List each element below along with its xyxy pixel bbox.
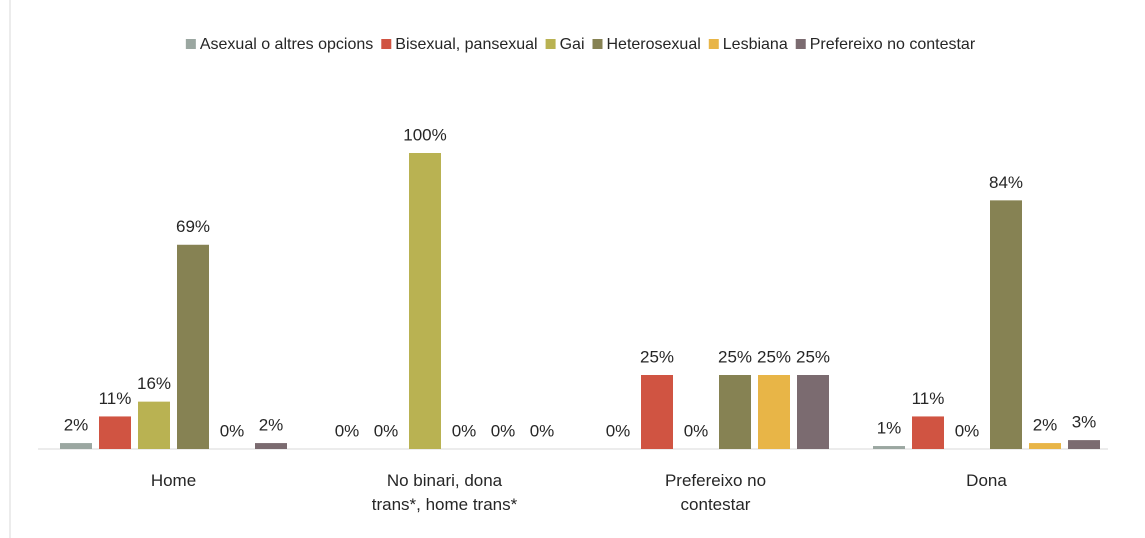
x-tick-label: Dona [966,471,1007,490]
data-label: 25% [796,347,830,366]
data-label: 25% [718,347,752,366]
data-label: 11% [912,389,945,408]
x-tick-label: Prefereixo no contestar [665,471,766,514]
bar [873,446,905,449]
x-tick-label: Home [151,471,196,490]
bar [138,401,170,449]
x-tick-label: No binari, dona trans*, home trans* [372,471,518,514]
data-label: 0% [374,421,399,440]
legend-swatch [545,39,556,49]
data-label: 3% [1072,413,1097,432]
bar [990,200,1022,449]
data-label: 100% [403,125,446,144]
data-label: 0% [491,421,516,440]
data-label: 11% [99,389,132,408]
legend-label: Prefereixo no contestar [810,36,976,53]
data-label: 0% [335,421,360,440]
bar [912,416,944,449]
bar [1068,440,1100,449]
data-label: 25% [757,347,791,366]
bar [719,375,751,449]
data-label: 0% [530,421,555,440]
legend-swatch [708,39,719,49]
data-label: 1% [877,419,902,438]
legend-label: Heterosexual [607,36,701,53]
data-label: 0% [606,421,631,440]
bar [409,153,441,449]
bar [177,244,209,449]
legend-label: Lesbiana [723,36,788,53]
data-label: 25% [640,347,674,366]
data-label: 2% [259,416,284,435]
data-label: 16% [137,374,171,393]
legend-swatch [592,39,603,49]
legend-swatch [185,39,196,49]
bar [255,443,287,449]
data-label: 2% [64,416,89,435]
legend-swatch [795,39,806,49]
bar [60,443,92,449]
bar [758,375,790,449]
legend-label: Bisexual, pansexual [395,36,537,53]
data-label: 0% [955,421,980,440]
bar [1029,443,1061,449]
bar [797,375,829,449]
data-label: 0% [452,421,477,440]
data-label: 69% [176,217,210,236]
legend-label: Asexual o altres opcions [200,36,373,53]
legend-label: Gai [560,36,585,53]
bar [99,416,131,449]
data-label: 84% [989,173,1023,192]
bar [641,375,673,449]
data-label: 2% [1033,416,1058,435]
legend-swatch [381,39,392,49]
data-label: 0% [220,421,245,440]
data-label: 0% [684,421,709,440]
